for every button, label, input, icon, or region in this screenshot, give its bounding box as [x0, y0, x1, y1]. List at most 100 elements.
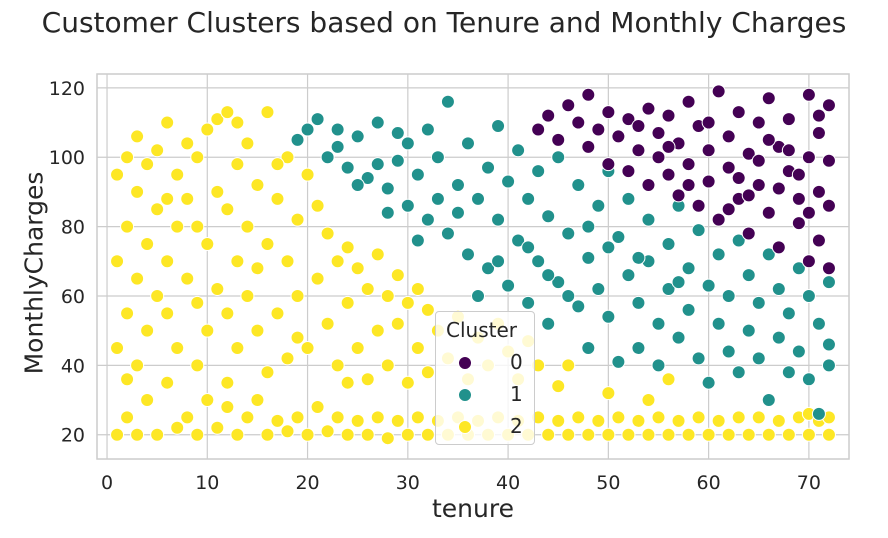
data-point-cluster-2: [210, 420, 225, 435]
data-point-cluster-2: [160, 375, 175, 390]
data-point-cluster-1: [671, 330, 686, 345]
data-point-cluster-1: [511, 143, 526, 158]
data-point-cluster-2: [190, 358, 205, 373]
data-point-cluster-2: [691, 410, 706, 425]
data-point-cluster-1: [420, 122, 435, 137]
data-point-cluster-0: [741, 226, 756, 241]
data-point-cluster-0: [811, 233, 826, 248]
data-point-cluster-1: [290, 132, 305, 147]
data-point-cluster-1: [781, 365, 796, 380]
data-point-cluster-2: [350, 413, 365, 428]
data-point-cluster-1: [370, 115, 385, 130]
y-tick-label: 60: [61, 286, 85, 308]
data-point-cluster-0: [631, 119, 646, 134]
data-point-cluster-0: [651, 150, 666, 165]
data-point-cluster-1: [511, 233, 526, 248]
chart-title: Customer Clusters based on Tenure and Mo…: [41, 6, 847, 39]
data-point-cluster-1: [641, 212, 656, 227]
legend-label-2: 2: [510, 414, 523, 438]
x-tick-label: 60: [697, 472, 721, 494]
data-point-cluster-0: [601, 157, 616, 172]
data-point-cluster-0: [741, 188, 756, 203]
data-point-cluster-2: [280, 150, 295, 165]
data-point-cluster-0: [641, 101, 656, 116]
data-point-cluster-1: [701, 375, 716, 390]
data-point-cluster-2: [270, 413, 285, 428]
data-point-cluster-0: [661, 139, 676, 154]
data-point-cluster-1: [410, 233, 425, 248]
data-point-cluster-2: [320, 316, 335, 331]
data-point-cluster-2: [410, 282, 425, 297]
data-point-cluster-1: [450, 205, 465, 220]
data-point-cluster-2: [621, 427, 636, 442]
data-point-cluster-2: [160, 191, 175, 206]
data-point-cluster-2: [370, 247, 385, 262]
data-point-cluster-1: [471, 191, 486, 206]
data-point-cluster-1: [741, 323, 756, 338]
data-point-cluster-1: [701, 278, 716, 293]
legend-title: Cluster: [446, 318, 517, 342]
data-point-cluster-2: [410, 341, 425, 356]
x-tick-label: 40: [496, 472, 520, 494]
data-point-cluster-2: [260, 105, 275, 120]
data-point-cluster-1: [521, 295, 536, 310]
data-point-cluster-1: [380, 205, 395, 220]
data-point-cluster-0: [771, 181, 786, 196]
data-point-cluster-0: [751, 115, 766, 130]
data-point-cluster-2: [170, 219, 185, 234]
data-point-cluster-2: [390, 268, 405, 283]
data-point-cluster-2: [611, 410, 626, 425]
data-point-cluster-0: [791, 167, 806, 182]
data-point-cluster-2: [661, 372, 676, 387]
data-point-cluster-2: [400, 375, 415, 390]
data-point-cluster-2: [200, 122, 215, 137]
data-point-cluster-1: [491, 254, 506, 269]
data-point-cluster-2: [170, 167, 185, 182]
data-point-cluster-2: [200, 323, 215, 338]
data-point-cluster-0: [821, 153, 836, 168]
data-point-cluster-0: [821, 198, 836, 213]
data-point-cluster-1: [501, 278, 516, 293]
data-point-cluster-2: [581, 427, 596, 442]
data-point-cluster-2: [130, 129, 145, 144]
data-point-cluster-0: [761, 205, 776, 220]
data-point-cluster-2: [250, 177, 265, 192]
data-point-cluster-0: [801, 87, 816, 102]
data-point-cluster-1: [330, 122, 345, 137]
data-point-cluster-0: [791, 216, 806, 231]
data-point-cluster-2: [561, 427, 576, 442]
data-point-cluster-1: [561, 288, 576, 303]
data-point-cluster-1: [681, 261, 696, 276]
data-point-cluster-1: [450, 177, 465, 192]
data-point-cluster-2: [120, 150, 135, 165]
x-tick-label: 70: [797, 472, 821, 494]
data-point-cluster-1: [531, 164, 546, 179]
data-point-cluster-0: [761, 91, 776, 106]
data-point-cluster-2: [651, 410, 666, 425]
data-point-cluster-2: [160, 254, 175, 269]
data-point-cluster-0: [711, 212, 726, 227]
data-point-cluster-1: [400, 198, 415, 213]
data-point-cluster-2: [270, 191, 285, 206]
data-point-cluster-1: [771, 282, 786, 297]
data-point-cluster-1: [821, 358, 836, 373]
data-point-cluster-2: [230, 115, 245, 130]
data-point-cluster-2: [741, 427, 756, 442]
data-point-cluster-2: [360, 282, 375, 297]
data-point-cluster-2: [220, 306, 235, 321]
data-point-cluster-2: [801, 427, 816, 442]
data-point-cluster-0: [811, 184, 826, 199]
legend-item-0: 0: [458, 348, 528, 376]
data-point-cluster-2: [310, 399, 325, 414]
data-point-cluster-2: [110, 341, 125, 356]
data-point-cluster-2: [230, 341, 245, 356]
data-point-cluster-0: [611, 129, 626, 144]
data-point-cluster-2: [210, 112, 225, 127]
data-point-cluster-1: [541, 209, 556, 224]
y-tick-label: 80: [61, 217, 85, 239]
data-point-cluster-0: [731, 105, 746, 120]
data-point-cluster-1: [340, 160, 355, 175]
data-point-cluster-1: [651, 358, 666, 373]
data-point-cluster-2: [120, 410, 135, 425]
data-point-cluster-2: [120, 372, 135, 387]
